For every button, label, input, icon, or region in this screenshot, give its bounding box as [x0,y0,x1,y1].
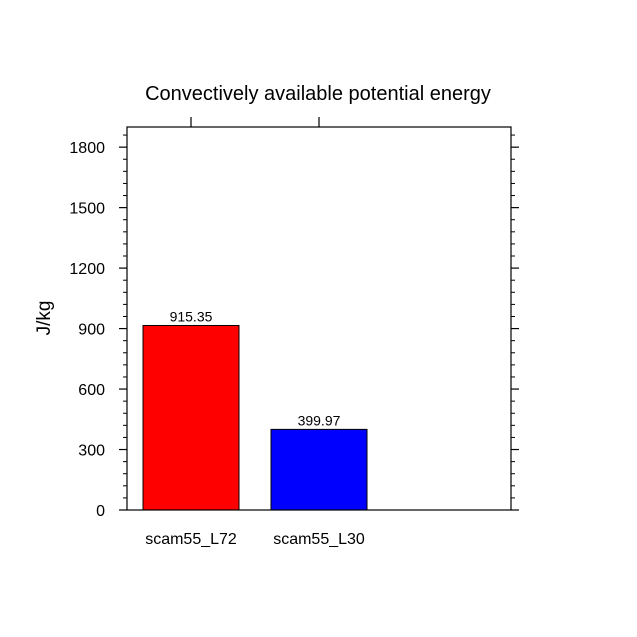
y-tick-label: 1500 [69,201,105,218]
y-tick-label: 1200 [69,261,105,278]
ticks-group [119,117,519,511]
y-tick-label: 900 [78,322,105,339]
y-tick-label: 600 [78,382,105,399]
chart-title: Convectively available potential energy [145,83,491,105]
y-tick-labels-group: 0 300 600 900 1200 1500 1800 [69,140,105,520]
y-tick-label: 300 [78,443,105,460]
bar-value-label: 915.35 [170,308,213,324]
bars-group [142,324,368,511]
bar-scam55_L30 [270,428,368,511]
plot-frame [126,126,512,511]
x-tick-label: scam55_L72 [145,531,237,548]
y-axis-label: J/kg [34,301,55,336]
y-tick-label: 0 [96,503,105,520]
bar-scam55_L72 [142,324,240,511]
x-tick-labels-group: scam55_L72 scam55_L30 [145,531,365,548]
value-labels-group: 915.35 399.97 [170,308,341,428]
y-tick-label: 1800 [69,140,105,157]
x-tick-label: scam55_L30 [273,531,365,548]
bar-value-label: 399.97 [298,412,341,428]
